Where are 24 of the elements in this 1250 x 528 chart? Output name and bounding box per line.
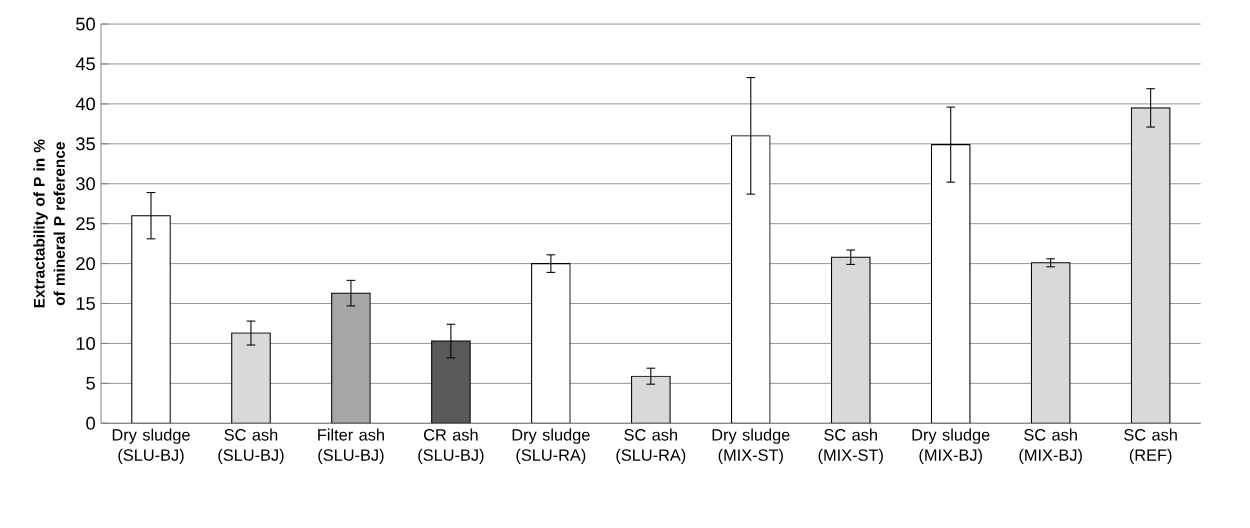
y-tick-label: 35 [76,137,95,151]
x-tick-label: SC ash (SLU-RA) [616,428,686,464]
y-tick-label: 5 [86,376,95,390]
y-tick-label: 25 [76,217,95,231]
x-tick-label: SC ash (REF) [1124,428,1177,464]
x-tick-label: Dry sludge (SLU-RA) [512,428,590,464]
bar [731,135,771,424]
x-tick-label: Dry sludge (SLU-BJ) [112,428,190,464]
x-tick-label: Dry sludge (MIX-ST) [712,428,790,464]
x-tick-label: SC ash (MIX-ST) [818,428,883,464]
y-tick-label: 15 [76,297,95,310]
x-tick-label: SC ash (SLU-BJ) [218,428,284,464]
y-tick-label: 45 [75,57,95,71]
y-tick-label: 20 [76,257,95,270]
y-axis-title: Extractability of P in % of mineral P reference [33,139,65,308]
y-tick-label: 50 [76,17,95,31]
x-tick-label: Dry sludge (MIX-BJ) [912,428,990,464]
y-tick-label: 10 [76,336,95,350]
x-tick-label: SC ash (MIX-BJ) [1019,428,1082,464]
x-tick-label: CR ash (SLU-BJ) [418,428,484,464]
y-tick-label: 30 [76,177,95,191]
y-tick-label: 0 [86,416,95,430]
x-tick-label: Filter ash (SLU-BJ) [318,428,384,464]
y-tick-label: 40 [75,97,95,111]
